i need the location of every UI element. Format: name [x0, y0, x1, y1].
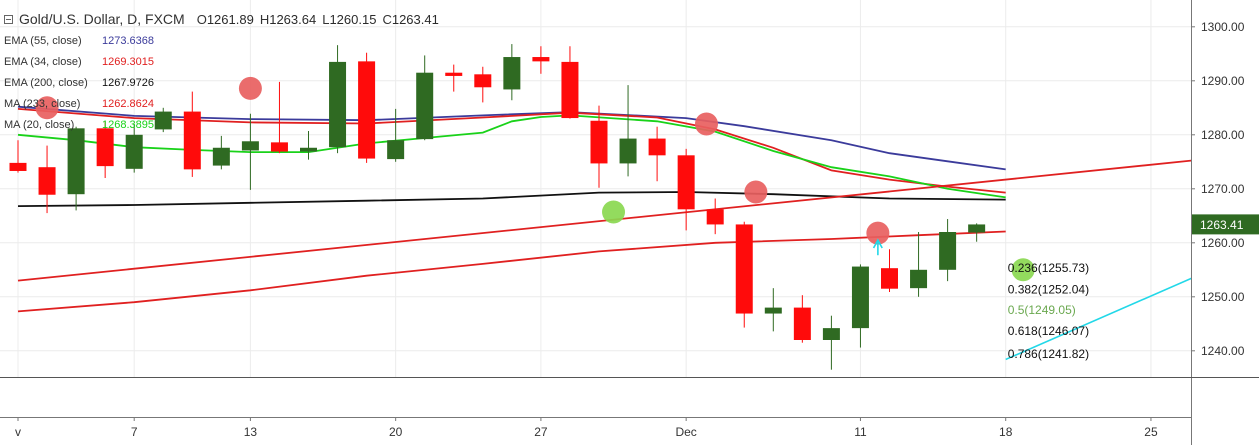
low-key: L — [322, 11, 330, 27]
chart-legend: Gold/U.S. Dollar, D, FXCM O 1261.89 H 1263… — [4, 8, 445, 135]
candle-body — [474, 74, 492, 88]
low-value: 1260.15 — [329, 11, 377, 27]
time-tick-label: 25 — [1144, 425, 1158, 439]
candle-body — [183, 111, 201, 170]
candle-body — [706, 209, 724, 225]
candle-body — [968, 224, 986, 233]
open-value: 1261.89 — [206, 11, 254, 27]
candle-body — [9, 162, 27, 171]
price-tick-label: 1280.00 — [1201, 128, 1245, 142]
high-value: 1263.64 — [269, 11, 317, 27]
candle-body — [300, 147, 317, 152]
candle-body — [648, 138, 666, 156]
time-tick-label: v — [15, 425, 21, 439]
candle-body — [96, 128, 114, 167]
candle-body — [503, 57, 521, 90]
candlesticks — [9, 44, 986, 370]
candle-body — [793, 307, 811, 340]
candle-body — [125, 134, 143, 169]
candle-body — [619, 138, 637, 164]
indicator-name: EMA (55, close) — [4, 34, 82, 47]
fib-level-label: 0.5(1249.05) — [1008, 303, 1076, 317]
annotation-circle — [35, 96, 59, 120]
candle-body — [38, 167, 56, 195]
current-price-label: 1263.41 — [1200, 218, 1244, 232]
fib-level-label: 0.786(1241.82) — [1008, 347, 1089, 361]
time-tick-label: 18 — [999, 425, 1013, 439]
price-tick-label: 1260.00 — [1201, 236, 1245, 250]
collapse-icon[interactable] — [4, 14, 13, 24]
fib-level-label: 0.618(1246.07) — [1008, 324, 1089, 338]
symbol-label: Gold/U.S. Dollar, D, FXCM — [19, 11, 185, 27]
candle-body — [358, 61, 376, 159]
candle-body — [677, 155, 695, 210]
candle-body — [735, 224, 753, 314]
high-key: H — [259, 11, 270, 27]
candle-body — [939, 232, 957, 270]
candle-body — [329, 61, 347, 148]
annotation-circle — [238, 76, 262, 100]
fibonacci-labels: 0.236(1255.73) 0.382(1252.04) 0.5(1249.05)… — [1008, 261, 1089, 361]
current-price-tag — [1192, 214, 1259, 235]
legend-header: Gold/U.S. Dollar, D, FXCM O 1261.89 H 1263… — [4, 8, 445, 30]
candle-body — [764, 307, 782, 314]
arrow-head — [872, 238, 883, 249]
indicator-value: 1273.6368 — [102, 34, 154, 47]
indicator-row-ema200[interactable]: EMA (200, close) 1267.9726 — [4, 72, 445, 93]
series-line-ema-200-close- — [17, 191, 1006, 207]
price-tick-label: 1290.00 — [1201, 74, 1245, 88]
annotation-circle — [1011, 258, 1035, 282]
price-tick-label: 1300.00 — [1201, 20, 1245, 34]
indicator-lines — [17, 105, 1191, 313]
time-tick-label: 20 — [389, 425, 403, 439]
candle-body — [445, 72, 463, 76]
indicator-row-ema55[interactable]: EMA (55, close) 1273.6368 — [4, 30, 445, 51]
indicator-value: 1262.8624 — [102, 97, 154, 110]
candle-body — [416, 72, 434, 140]
indicator-row-ma20[interactable]: MA (20, close) 1268.3895 — [4, 114, 445, 135]
indicator-name: MA (20, close) — [4, 118, 75, 131]
indicator-row-ma233[interactable]: MA (233, close) 1262.8624 — [4, 93, 445, 114]
annotation-circle — [744, 180, 768, 204]
candle-body — [561, 61, 579, 119]
candle-body — [822, 328, 840, 340]
candle-body — [212, 147, 230, 166]
candle-body — [387, 140, 405, 160]
candle-body — [241, 141, 259, 151]
candle-body — [851, 266, 869, 329]
indicator-value: 1268.3895 — [102, 118, 154, 131]
fib-level-label: 0.382(1252.04) — [1008, 283, 1089, 297]
candle-body — [270, 142, 288, 152]
candle-body — [67, 128, 85, 195]
price-tick-label: 1250.00 — [1201, 290, 1245, 304]
indicator-name: MA (233, close) — [4, 97, 81, 110]
time-tick-label: 7 — [131, 425, 138, 439]
candle-body — [532, 57, 550, 62]
annotation-circle — [602, 200, 626, 224]
candle-body — [910, 269, 928, 289]
indicator-name: EMA (34, close) — [4, 55, 82, 68]
annotation-circle — [866, 221, 890, 245]
price-tick-label: 1270.00 — [1201, 182, 1245, 196]
indicator-value: 1267.9726 — [102, 76, 154, 89]
time-tick-label: 11 — [854, 425, 867, 439]
series-line-trendline — [17, 159, 1191, 282]
indicator-value: 1269.3015 — [102, 55, 154, 68]
annotation-circle — [694, 112, 718, 136]
candle-body — [590, 120, 608, 164]
indicator-row-ema34[interactable]: EMA (34, close) 1269.3015 — [4, 51, 445, 72]
candle-body — [881, 268, 898, 289]
indicator-name: EMA (200, close) — [4, 76, 88, 89]
open-key: O — [196, 11, 207, 27]
time-tick-label: 13 — [244, 425, 258, 439]
price-tick-label: 1240.00 — [1201, 344, 1245, 358]
candle-body — [154, 111, 172, 130]
close-value: 1263.41 — [391, 11, 439, 27]
fib-level-label: 0.236(1255.73) — [1008, 261, 1089, 275]
time-tick-label: 27 — [534, 425, 548, 439]
close-key: C — [382, 11, 392, 27]
time-tick-label: Dec — [675, 425, 696, 439]
